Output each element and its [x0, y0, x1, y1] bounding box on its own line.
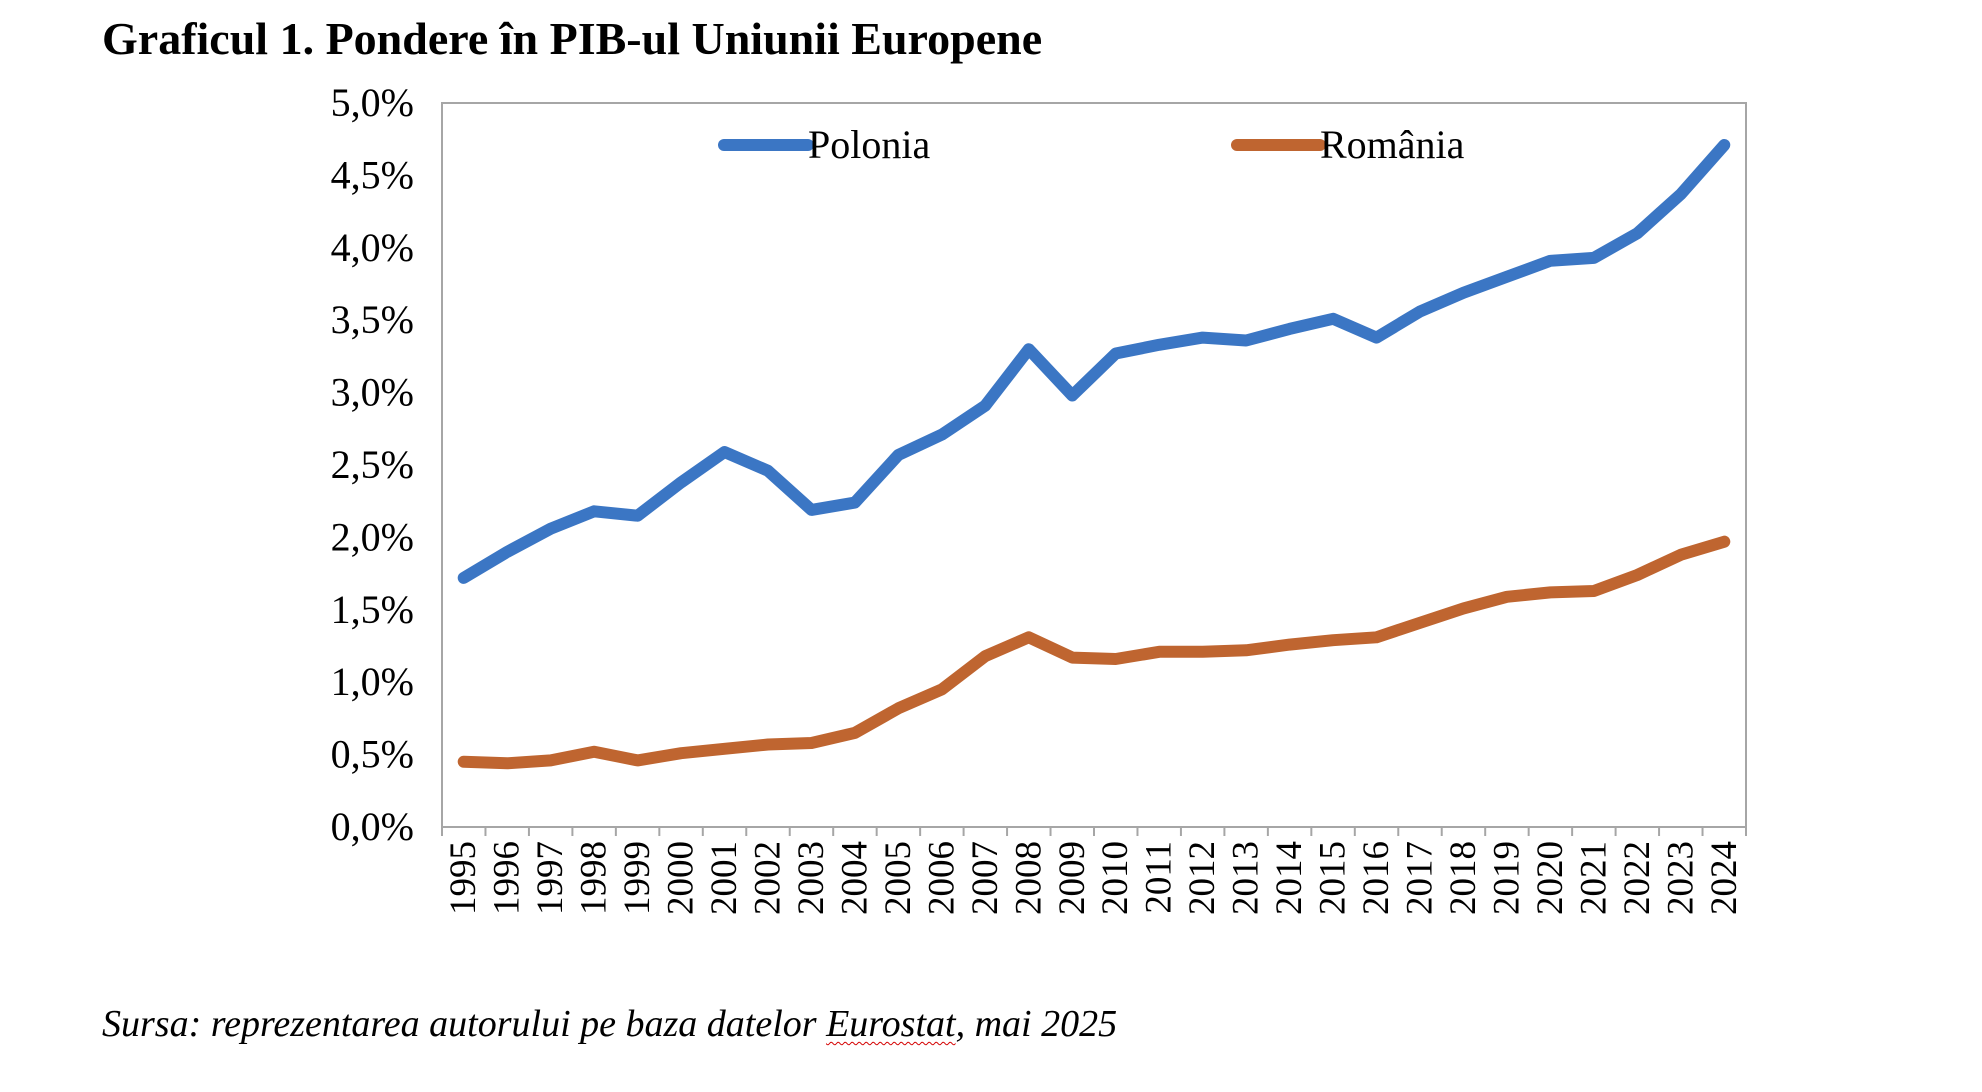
- legend-label: România: [1320, 122, 1465, 167]
- source-suffix: , mai 2025: [955, 1003, 1118, 1045]
- x-tick-label: 1996: [487, 841, 528, 915]
- x-tick-label: 1995: [443, 841, 484, 915]
- axes: [441, 102, 1747, 836]
- y-tick-label: 1,0%: [331, 659, 414, 704]
- source-emphasis: Eurostat: [826, 1003, 956, 1045]
- y-tick-label: 1,5%: [331, 587, 414, 632]
- y-axis-ticks: 0,0% 0,5% 1,0% 1,5% 2,0% 2,5% 3,0% 3,5% 4,0% 4,5%…: [331, 80, 414, 849]
- x-tick-label: 2006: [921, 841, 962, 915]
- line-chart: 0,0% 0,5% 1,0% 1,5% 2,0% 2,5% 3,0% 3,5% 4,0% 4,5%…: [331, 80, 1747, 915]
- x-tick-label: 1997: [530, 841, 571, 915]
- x-tick-label: 1998: [574, 841, 615, 915]
- x-tick-label: 2021: [1573, 841, 1614, 915]
- x-tick-label: 2003: [791, 841, 832, 915]
- y-tick-label: 0,0%: [331, 804, 414, 849]
- x-tick-label: 2008: [1008, 841, 1049, 915]
- x-tick-label: 2004: [834, 841, 875, 915]
- legend: Polonia România: [718, 122, 1465, 167]
- x-tick-label: 2013: [1226, 841, 1267, 915]
- x-tick-label: 2001: [704, 841, 745, 915]
- y-tick-label: 2,5%: [331, 442, 414, 487]
- x-tick-label: 2016: [1356, 841, 1397, 915]
- x-tick-label: 2019: [1486, 841, 1527, 915]
- y-tick-label: 2,0%: [331, 514, 414, 559]
- y-tick-label: 0,5%: [331, 732, 414, 777]
- x-tick-label: 2022: [1617, 841, 1658, 915]
- series-lines: [457, 139, 1731, 770]
- y-tick-label: 4,0%: [331, 225, 414, 270]
- x-tick-label: 2007: [965, 841, 1006, 915]
- x-tick-label: 2011: [1139, 841, 1180, 914]
- x-tick-label: 2018: [1443, 841, 1484, 915]
- x-tick-label: 2023: [1660, 841, 1701, 915]
- x-tick-label: 2015: [1313, 841, 1354, 915]
- x-tick-label: 2010: [1095, 841, 1136, 915]
- x-tick-label: 2024: [1704, 841, 1745, 915]
- x-axis-ticks: 1995 1996 1997 1998 1999 2000 2001 2002 2003 2004…: [443, 841, 1745, 915]
- source-note: Sursa: reprezentarea autorului pe baza d…: [102, 1002, 1117, 1046]
- x-tick-label: 2014: [1269, 841, 1310, 915]
- x-tick-label: 2017: [1400, 841, 1441, 915]
- x-tick-label: 1999: [617, 841, 658, 915]
- y-tick-label: 3,5%: [331, 297, 414, 342]
- x-tick-label: 2020: [1530, 841, 1571, 915]
- x-tick-label: 2005: [878, 841, 919, 915]
- y-tick-label: 5,0%: [331, 80, 414, 125]
- series-line-romania: [457, 535, 1731, 770]
- plot-area-border: [441, 102, 1747, 828]
- series-line-polonia: [457, 139, 1731, 584]
- x-tick-label: 2009: [1052, 841, 1093, 915]
- legend-label: Polonia: [808, 122, 930, 167]
- y-tick-label: 3,0%: [331, 370, 414, 415]
- x-tick-label: 2002: [748, 841, 789, 915]
- y-tick-label: 4,5%: [331, 152, 414, 197]
- source-prefix: Sursa: reprezentarea autorului pe baza d…: [102, 1003, 827, 1045]
- chart-title: Graficul 1. Pondere în PIB-ul Uniunii Eu…: [102, 13, 1043, 64]
- x-tick-label: 2012: [1182, 841, 1223, 915]
- x-tick-label: 2000: [661, 841, 702, 915]
